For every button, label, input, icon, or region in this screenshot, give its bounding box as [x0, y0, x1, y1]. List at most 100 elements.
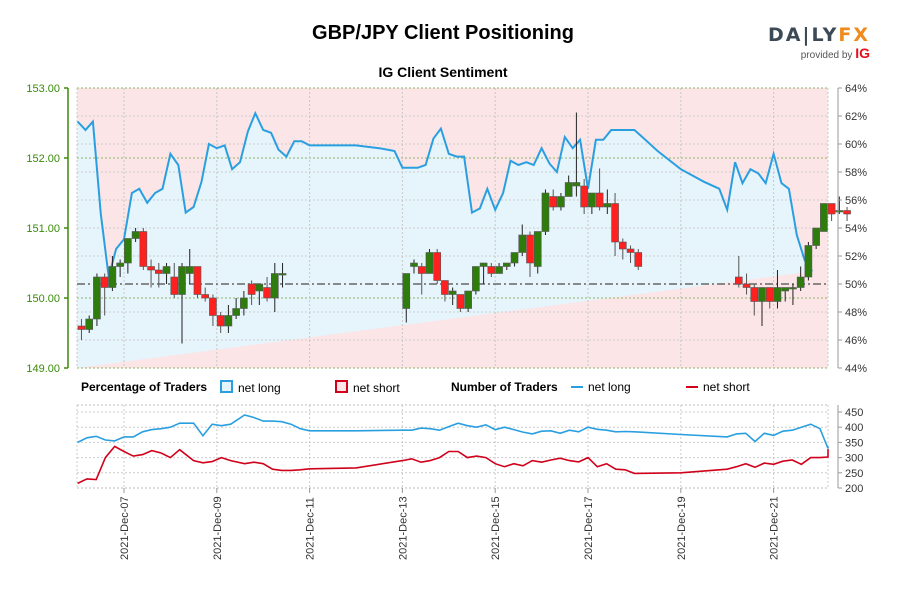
svg-text:60%: 60%	[845, 139, 867, 151]
candlestick	[773, 270, 782, 309]
net-long-swatch-icon	[220, 380, 233, 393]
candlestick	[734, 256, 743, 288]
legend-pct-title: Percentage of Traders	[81, 380, 208, 394]
candlestick	[93, 273, 101, 326]
candlestick	[155, 263, 163, 288]
candlestick	[472, 266, 480, 295]
price-sentiment-plot	[76, 87, 851, 369]
candlestick	[526, 231, 534, 277]
candlestick	[124, 238, 132, 274]
chart-subtitle: IG Client Sentiment	[378, 64, 508, 80]
candlestick	[603, 189, 612, 214]
candlestick	[170, 263, 179, 298]
candlestick	[240, 291, 248, 316]
percent-axis: 64% 62% 60% 58% 56% 54% 52% 50% 48% 46% 44%	[837, 83, 867, 375]
candlestick	[611, 193, 619, 256]
candlestick	[750, 284, 759, 316]
candlestick	[557, 193, 565, 211]
trader-count-plot	[76, 404, 829, 489]
svg-text:149.00: 149.00	[26, 363, 60, 375]
candlestick	[77, 319, 86, 340]
candlestick	[502, 262, 511, 270]
candlestick	[417, 263, 426, 295]
candlestick	[595, 168, 604, 211]
price-axis: 153.00 152.00 151.00 150.00 149.00	[26, 83, 69, 375]
candlestick	[626, 245, 635, 263]
candlestick	[147, 259, 155, 288]
candlestick	[209, 294, 217, 326]
candlestick	[479, 262, 488, 284]
date-axis: 2021-Dec-07 2021-Dec-09 2021-Dec-11 2021-De…	[119, 488, 781, 560]
candlestick	[827, 203, 836, 221]
svg-text:2021-Dec-11: 2021-Dec-11	[305, 497, 317, 560]
candlestick	[108, 256, 117, 291]
candlestick	[804, 242, 813, 281]
candlestick	[100, 273, 109, 316]
svg-text:44%: 44%	[845, 363, 867, 375]
logo-provided-text: provided by	[800, 50, 856, 61]
svg-text:400: 400	[845, 422, 863, 434]
candlestick	[758, 287, 766, 326]
candlestick	[278, 263, 287, 288]
svg-text:250: 250	[845, 468, 863, 480]
candlestick	[572, 112, 581, 197]
logo-daily: DA|LY	[768, 24, 839, 46]
svg-text:46%: 46%	[845, 335, 867, 347]
candlestick	[247, 280, 256, 305]
candlestick	[410, 259, 418, 274]
svg-text:2021-Dec-13: 2021-Dec-13	[397, 496, 409, 560]
candlestick	[541, 189, 550, 235]
svg-text:153.00: 153.00	[26, 83, 60, 95]
svg-text:151.00: 151.00	[26, 223, 60, 235]
candlestick	[549, 189, 558, 211]
logo-wordmark: DA|LYFX	[760, 24, 870, 46]
dailyfx-logo: DA|LYFX provided by IG	[760, 24, 870, 61]
candlestick	[162, 263, 171, 284]
candlestick	[634, 249, 643, 270]
logo-ig: IG	[855, 45, 870, 61]
net-short-swatch-icon	[335, 380, 348, 393]
svg-text:450: 450	[845, 407, 863, 419]
svg-text:150.00: 150.00	[26, 293, 60, 305]
svg-text:58%: 58%	[845, 167, 867, 179]
legend-num-title: Number of Traders	[451, 380, 558, 394]
candlestick	[263, 277, 271, 302]
candlestick	[216, 312, 225, 333]
svg-text:2021-Dec-15: 2021-Dec-15	[490, 496, 502, 560]
svg-text:200: 200	[845, 483, 863, 495]
candlestick	[580, 179, 588, 214]
svg-text:2021-Dec-09: 2021-Dec-09	[212, 496, 224, 560]
candlestick	[618, 238, 627, 260]
candlestick	[232, 298, 240, 319]
candlestick	[448, 287, 457, 305]
candlestick	[564, 175, 573, 197]
candlestick	[131, 228, 140, 242]
svg-text:350: 350	[845, 437, 863, 449]
svg-text:50%: 50%	[845, 279, 867, 291]
legend-num-short: net short	[686, 380, 750, 394]
net-long-line	[77, 414, 829, 449]
net-short-line	[77, 445, 829, 485]
candlestick	[533, 231, 542, 274]
svg-text:2021-Dec-19: 2021-Dec-19	[676, 496, 688, 560]
candlestick	[518, 224, 527, 256]
candlestick	[224, 305, 233, 333]
svg-text:2021-Dec-17: 2021-Dec-17	[583, 496, 595, 560]
candlestick	[487, 263, 496, 277]
candlestick	[441, 280, 449, 302]
net-short-line-icon	[686, 386, 698, 388]
candlestick	[85, 315, 93, 333]
svg-text:52%: 52%	[845, 251, 867, 263]
candlestick	[843, 207, 851, 221]
candlestick	[796, 266, 805, 291]
candlestick	[495, 263, 503, 274]
candlestick	[185, 249, 194, 284]
legend-num-long: net long	[571, 380, 631, 394]
svg-text:2021-Dec-21: 2021-Dec-21	[769, 496, 781, 560]
candlestick	[765, 287, 774, 309]
candlestick	[781, 287, 790, 302]
candlestick	[812, 227, 820, 249]
candlestick	[456, 294, 465, 312]
candlestick	[270, 263, 279, 312]
